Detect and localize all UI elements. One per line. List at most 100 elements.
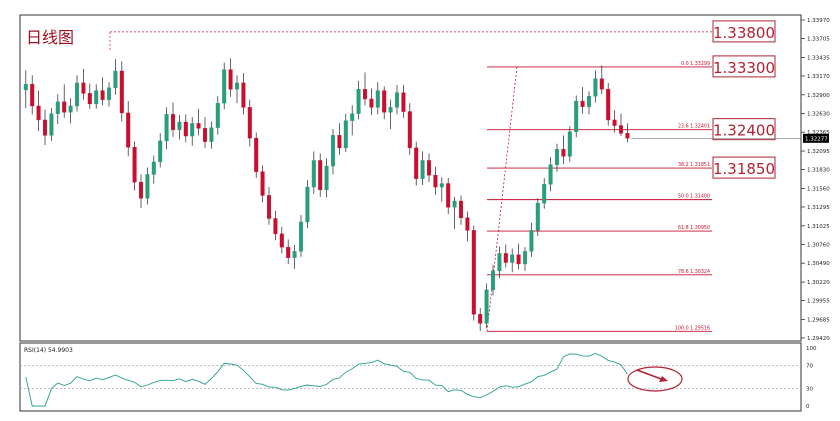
candle-body (299, 221, 304, 252)
price-tick-label: 1.31830 (807, 168, 830, 174)
candle-body (209, 127, 214, 142)
candle-body (574, 100, 579, 133)
candle-body (337, 135, 342, 149)
candle-body (132, 146, 137, 183)
price-callout-label: 1.33300 (713, 59, 775, 77)
candle-body (459, 200, 464, 218)
candle-body (228, 69, 233, 90)
candle-body (43, 119, 48, 136)
candle-body (465, 217, 470, 231)
price-callout-label: 1.31850 (713, 160, 775, 178)
candle-body (177, 121, 182, 130)
chart-title: 日线图 (26, 28, 74, 47)
price-tick-label: 1.31295 (807, 205, 830, 211)
candle-body (350, 113, 355, 121)
candle-body (202, 128, 207, 142)
candle-body (433, 174, 438, 188)
candle-body (375, 90, 380, 108)
price-tick-label: 1.29420 (807, 336, 830, 342)
candle-body (126, 112, 131, 148)
candle-body (503, 253, 508, 263)
candle-body (190, 123, 195, 137)
candle-body (215, 102, 220, 128)
candle-body (369, 98, 374, 108)
candle-body (555, 149, 560, 165)
candle-body (606, 88, 611, 121)
candle-body (484, 289, 489, 324)
candle-body (106, 87, 111, 100)
candle-body (529, 230, 534, 252)
fibonacci-retracement: 0.0 1.33299 23.6 1.32401 38.2 1.31851 50.0 … (109, 31, 712, 332)
candle-body (55, 101, 60, 114)
rsi-circle-annotation (627, 366, 683, 392)
candle-body (87, 93, 92, 105)
candle-body (292, 251, 297, 258)
candle-body (267, 195, 272, 219)
candle-body (196, 123, 201, 129)
fib-level-label: 61.8 1.30950 (678, 225, 710, 231)
candle-body (567, 131, 572, 157)
rsi-line (25, 353, 628, 407)
candle-body (273, 218, 278, 235)
price-pane (19, 14, 802, 342)
candle-body (23, 84, 28, 91)
candle-body (164, 114, 169, 142)
candle-body (414, 147, 419, 179)
candle-body (439, 183, 444, 188)
candle-body (151, 161, 156, 175)
candle-body (625, 133, 630, 139)
price-tick-label: 1.31560 (807, 186, 830, 192)
candle-body (427, 160, 432, 176)
candle-body (593, 78, 598, 97)
candle-body (612, 119, 617, 126)
price-tick-label: 1.30220 (807, 280, 830, 286)
price-callout-box (712, 20, 776, 43)
price-tick-label: 1.33170 (807, 74, 830, 80)
price-tick-label: 1.30490 (807, 261, 830, 267)
candle-body (587, 95, 592, 107)
candle-body (407, 111, 412, 149)
candle-body (510, 254, 515, 263)
candle-body (254, 137, 259, 172)
candle-body (36, 105, 41, 121)
candle-body (241, 82, 246, 108)
candle-body (561, 149, 566, 157)
candle-body (356, 88, 361, 114)
candle-body (138, 181, 143, 199)
price-tick-label: 1.33705 (807, 37, 830, 43)
price-tick-label: 1.33435 (807, 55, 830, 61)
candle-body (30, 84, 35, 107)
fib-level-label: 100.0 1.29516 (675, 325, 710, 331)
price-callouts: 1.33800 1.33300 1.32400 1.31850 (631, 20, 801, 179)
candle-body (497, 253, 502, 272)
candle-body (81, 82, 86, 94)
rsi-tick-label: 100 (806, 346, 817, 352)
candle-body (170, 114, 175, 130)
candle-body (279, 233, 284, 248)
candle-body (183, 121, 188, 137)
rsi-tick-label: 0 (806, 404, 810, 410)
candle-body (74, 82, 79, 107)
candle-body (145, 174, 150, 199)
candle-body (311, 160, 316, 188)
candle-body (401, 92, 406, 112)
candle-body (100, 90, 105, 100)
candle-body (535, 202, 540, 231)
rsi-tick-label: 30 (806, 387, 813, 393)
rsi-indicator: 100 70 30 0 (20, 346, 817, 410)
candle-body (49, 113, 54, 136)
price-tick-label: 1.32365 (807, 130, 830, 136)
candle-body (516, 254, 521, 265)
candle-body (523, 251, 528, 265)
price-tick-label: 1.33970 (807, 18, 830, 24)
candle-body (94, 90, 99, 105)
candle-body (331, 135, 336, 167)
price-tick-label: 1.31025 (807, 224, 830, 230)
candle-body (343, 120, 348, 149)
candle-body (452, 200, 457, 208)
candle-body (382, 90, 387, 113)
candle-body (234, 82, 239, 90)
price-callout-box (712, 55, 776, 78)
candle-body (580, 100, 585, 107)
